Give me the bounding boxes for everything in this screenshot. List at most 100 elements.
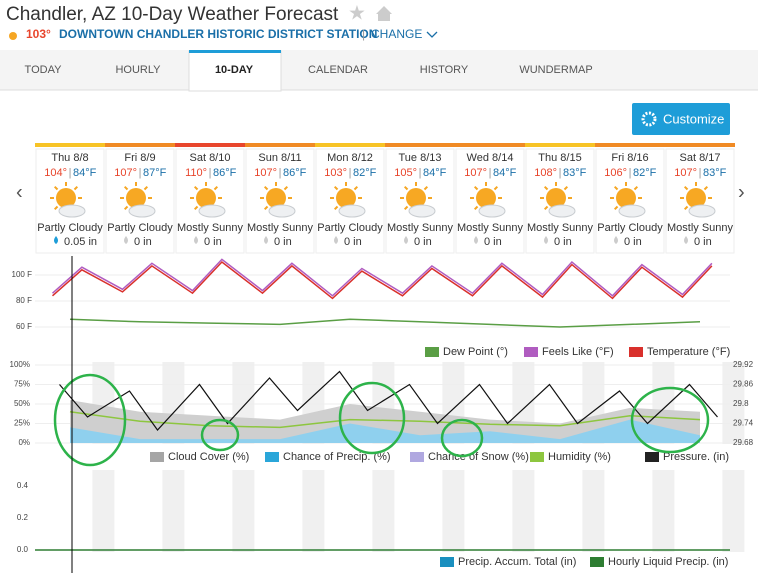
night-band [302, 470, 325, 552]
tab[interactable]: HOURLY [115, 64, 161, 76]
y-tick-label: 29.74 [733, 419, 754, 428]
day-low: 82°F [353, 167, 377, 179]
day-low: 86°F [213, 167, 237, 179]
page-title: Chandler, AZ 10-Day Weather Forecast [6, 4, 339, 25]
day-low: 84°F [73, 167, 97, 179]
drop-icon [124, 236, 128, 244]
day-condition: Partly Cloudy [597, 222, 663, 234]
day-sep: | [559, 167, 562, 179]
dew-point-line [69, 318, 701, 328]
drop-icon [544, 236, 548, 244]
star-icon[interactable]: ★ [348, 2, 366, 24]
gear-icon [641, 111, 657, 127]
day-date: Fri 8/9 [124, 152, 155, 164]
home-icon[interactable] [376, 6, 392, 21]
change-link[interactable]: CHANGE [371, 27, 422, 41]
day-condition: Mostly Sunny [387, 222, 454, 234]
cloud [338, 204, 366, 218]
sun-ray [263, 205, 269, 211]
temp-bar [315, 143, 385, 147]
day-sep: | [279, 167, 282, 179]
sun-ray [123, 185, 129, 191]
legend-swatch [524, 347, 538, 357]
day-precip: 0 in [204, 236, 222, 248]
legend-label: Pressure. (in) [663, 451, 729, 463]
legend-label: Humidity (%) [548, 451, 611, 463]
day-low: 84°F [493, 167, 517, 179]
y-tick-label: 29.68 [733, 438, 754, 447]
night-band [512, 470, 535, 552]
day-low: 84°F [423, 167, 447, 179]
day-date: Tue 8/13 [398, 152, 441, 164]
night-band [722, 470, 745, 552]
sun-ray [473, 205, 479, 211]
cloud [618, 204, 646, 218]
day-sep: | [69, 167, 72, 179]
day-precip: 0 in [694, 236, 712, 248]
day-sep: | [209, 167, 212, 179]
day-date: Wed 8/14 [467, 152, 514, 164]
temp-bar [525, 143, 595, 147]
temp-bar [105, 143, 175, 147]
day-date: Sat 8/10 [190, 152, 231, 164]
tab[interactable]: TODAY [25, 64, 63, 76]
customize-label[interactable]: Customize [663, 111, 724, 126]
current-icon [9, 32, 17, 40]
sun-ray [353, 185, 359, 191]
day-precip: 0 in [414, 236, 432, 248]
y-tick-label: 100% [10, 360, 30, 369]
tab[interactable]: 10-DAY [215, 64, 254, 76]
legend-swatch [150, 452, 164, 462]
day-condition: Mostly Sunny [527, 222, 594, 234]
sun-ray [193, 185, 199, 191]
sun-ray [703, 185, 709, 191]
day-high: 107° [114, 167, 137, 179]
cloud [58, 204, 86, 218]
drop-icon [474, 236, 478, 244]
day-precip: 0.05 in [64, 236, 97, 248]
sun [476, 188, 496, 208]
day-condition: Mostly Sunny [457, 222, 524, 234]
sun-ray [123, 205, 129, 211]
legend-swatch [410, 452, 424, 462]
station-name[interactable]: DOWNTOWN CHANDLER HISTORIC DISTRICT STAT… [59, 27, 377, 41]
legend-swatch [425, 347, 439, 357]
tab[interactable]: HISTORY [420, 64, 469, 76]
humidity-line [69, 411, 701, 429]
sun [56, 188, 76, 208]
next-arrow[interactable]: › [738, 181, 745, 203]
legend-swatch [590, 557, 604, 567]
legend-swatch [629, 347, 643, 357]
sun-ray [333, 185, 339, 191]
sun-ray [213, 185, 219, 191]
precip-chance-area [70, 419, 700, 443]
current-temp: 103° [26, 27, 51, 41]
sun-ray [283, 185, 289, 191]
temp-bar [455, 143, 525, 147]
customize-button[interactable] [632, 103, 730, 135]
night-band [232, 470, 255, 552]
tab[interactable]: WUNDERMAP [519, 64, 592, 76]
prev-arrow[interactable]: ‹ [16, 181, 23, 203]
day-precip: 0 in [484, 236, 502, 248]
legend-label: Chance of Snow (%) [428, 451, 529, 463]
cloud [408, 204, 436, 218]
y-tick-label: 25% [14, 419, 30, 428]
day-precip: 0 in [624, 236, 642, 248]
hand-drawn-circle [53, 373, 127, 467]
cloud [548, 204, 576, 218]
day-date: Sat 8/17 [680, 152, 721, 164]
tab[interactable]: CALENDAR [308, 64, 368, 76]
temp-bar [595, 143, 665, 147]
day-condition: Partly Cloudy [317, 222, 383, 234]
legend-label: Temperature (°F) [647, 346, 730, 358]
temp-bar [665, 143, 735, 147]
drop-icon [404, 236, 408, 244]
day-sep: | [629, 167, 632, 179]
day-high: 105° [394, 167, 417, 179]
hand-drawn-circle [440, 418, 484, 458]
day-high: 104° [44, 167, 67, 179]
active-tab-top [189, 50, 281, 53]
day-condition: Mostly Sunny [667, 222, 734, 234]
